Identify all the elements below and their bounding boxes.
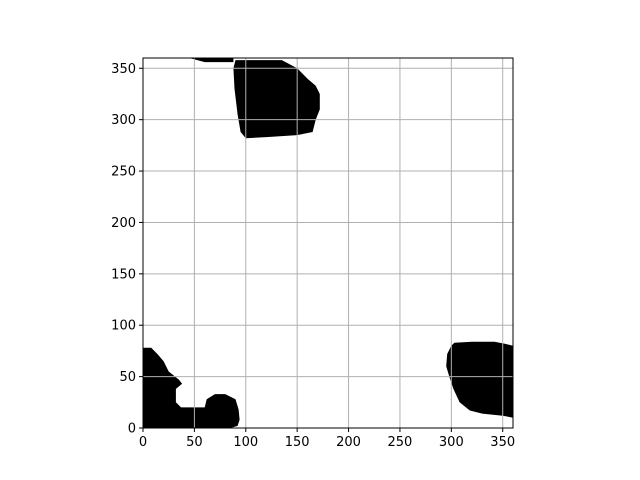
x-tick-label: 0 [139, 435, 147, 450]
region-bottom-left-blob [143, 347, 240, 428]
axes-frame [142, 57, 514, 429]
x-tick-label: 350 [490, 435, 515, 450]
y-tick-label: 0 [128, 422, 136, 437]
y-tick-label: 250 [111, 165, 136, 180]
y-tick-label: 200 [111, 216, 136, 231]
plot-area [142, 57, 514, 429]
x-tick-label: 250 [388, 435, 413, 450]
y-tick-label: 150 [111, 267, 136, 282]
x-axis-ticks: 0 50 100 150 200 250 300 350 [139, 428, 515, 450]
y-tick-label: 50 [119, 370, 136, 385]
y-tick-label: 300 [111, 113, 136, 128]
region-bottom-right-blob [446, 341, 513, 418]
x-tick-label: 300 [439, 435, 464, 450]
y-axis-ticks: 0 50 100 150 200 250 300 350 [111, 62, 143, 437]
x-tick-label: 100 [233, 435, 258, 450]
region-top-blob [233, 60, 320, 139]
filled-regions [143, 58, 513, 428]
x-tick-label: 150 [285, 435, 310, 450]
x-tick-label: 200 [336, 435, 361, 450]
x-tick-label: 50 [186, 435, 203, 450]
y-tick-label: 350 [111, 62, 136, 77]
y-tick-label: 100 [111, 319, 136, 334]
region-top-left-fragment [165, 58, 234, 63]
grid-lines [143, 58, 513, 428]
